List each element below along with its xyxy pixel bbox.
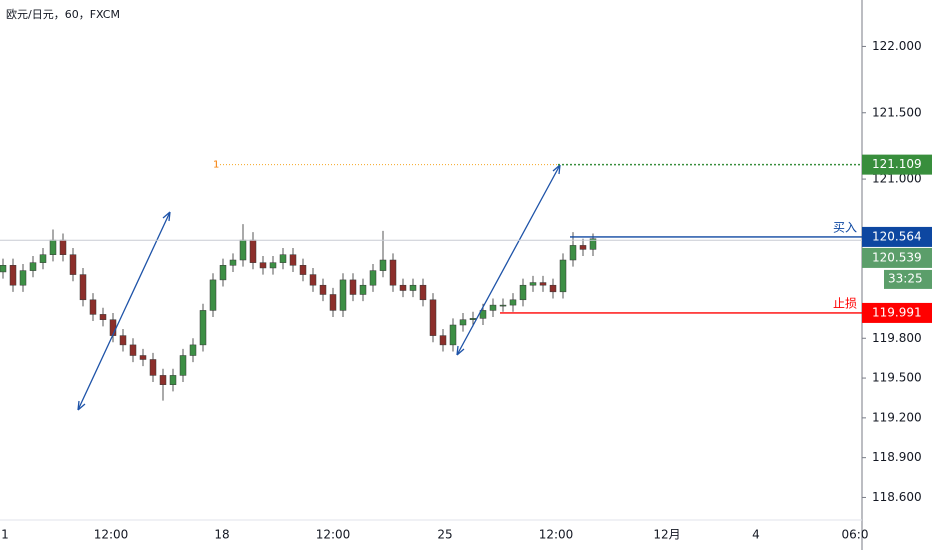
candle-body	[419, 284, 427, 301]
candle-body	[319, 284, 327, 295]
x-tick-label: 06:0	[842, 528, 869, 542]
candle-body	[389, 259, 397, 286]
candle-body	[159, 375, 167, 385]
y-tick-label: 121.500	[872, 105, 922, 119]
x-tick-label: 25	[437, 528, 452, 542]
arrow-head	[162, 211, 171, 222]
candle-body	[259, 262, 267, 269]
candle-body	[329, 294, 337, 311]
candle-body	[89, 299, 97, 315]
candle-body	[559, 259, 567, 293]
y-tick-label: 118.600	[872, 490, 922, 504]
target-tag	[862, 154, 932, 175]
candle-body	[279, 254, 287, 263]
arrow-head	[456, 345, 465, 356]
x-tick-label: 12月	[653, 528, 680, 542]
candle-body	[19, 270, 27, 286]
x-tick-label: 12:00	[94, 528, 129, 542]
x-tick-label: 1	[1, 528, 9, 542]
candle-body	[129, 344, 137, 356]
candle-body	[339, 279, 347, 311]
candle-body	[349, 279, 357, 295]
candle-body	[309, 274, 317, 286]
candle-body	[529, 282, 537, 286]
candle-body	[49, 239, 57, 255]
candle-body	[9, 265, 17, 286]
candle-body	[179, 355, 187, 376]
y-tick-label: 118.900	[872, 450, 922, 464]
arrow-line	[77, 211, 171, 411]
target-tag-label: 121.109	[872, 157, 922, 171]
arrow-head	[552, 164, 561, 175]
y-tick-label: 121.000	[872, 172, 922, 186]
x-tick-label: 18	[214, 528, 229, 542]
candle-body	[249, 239, 257, 263]
candle-body	[99, 314, 107, 320]
y-tick-label: 122.000	[872, 39, 922, 53]
chart-title: 欧元/日元，60，FXCM	[6, 8, 120, 21]
current-tag-label: 120.539	[872, 250, 922, 264]
candle-body	[69, 254, 77, 275]
y-tick-label: 119.500	[872, 371, 922, 385]
candle-body	[569, 245, 577, 261]
stop-tag	[862, 302, 932, 323]
candle-body	[289, 254, 297, 266]
candle-body	[39, 254, 47, 263]
candle-body	[539, 282, 547, 286]
candle-body	[299, 265, 307, 275]
countdown-label: 33:25	[888, 271, 923, 285]
buy-tag	[862, 226, 932, 247]
candle-body	[399, 284, 407, 291]
arrow-line	[456, 164, 561, 356]
target-annotation: 1	[213, 160, 219, 171]
candle-body	[29, 262, 37, 271]
candle-body	[589, 238, 597, 250]
y-tick-label: 119.200	[872, 410, 922, 424]
candle-body	[479, 310, 487, 319]
candle-body	[459, 319, 467, 326]
candle-body	[439, 335, 447, 346]
x-tick-label: 12:00	[316, 528, 351, 542]
candle-body	[79, 274, 87, 301]
y-tick-label: 119.800	[872, 331, 922, 345]
candle-body	[449, 324, 457, 346]
candle-body	[549, 284, 557, 293]
candle-body	[379, 259, 387, 271]
candle-body	[359, 284, 367, 295]
candle-body	[469, 318, 477, 320]
candle-body	[169, 375, 177, 385]
candle-body	[139, 355, 147, 360]
buy-label: 买入	[833, 220, 857, 234]
candle-body	[579, 245, 587, 250]
buy-tag-label: 120.564	[872, 229, 922, 243]
candle-body	[519, 284, 527, 301]
current-tag	[862, 247, 932, 268]
candle-body	[59, 239, 67, 255]
candle-body	[219, 265, 227, 281]
x-tick-label: 12:00	[539, 528, 574, 542]
candle-body	[369, 270, 377, 286]
candle-body	[489, 304, 497, 311]
stop-tag-label: 119.991	[872, 305, 922, 319]
countdown-tag	[884, 269, 932, 289]
candle-body	[199, 310, 207, 346]
candle-body	[239, 239, 247, 261]
candle-body	[0, 265, 7, 273]
arrow-head	[77, 400, 86, 411]
candle-body	[269, 262, 277, 269]
candle-body	[119, 335, 127, 346]
candle-body	[149, 359, 157, 376]
candle-body	[189, 344, 197, 356]
candle-body	[209, 279, 217, 311]
x-tick-label: 4	[752, 528, 760, 542]
candle-body	[429, 299, 437, 336]
candle-body	[499, 304, 507, 307]
candle-body	[409, 284, 417, 291]
stop-label: 止损	[833, 296, 857, 310]
candle-body	[509, 299, 517, 306]
candle-body	[229, 259, 237, 266]
